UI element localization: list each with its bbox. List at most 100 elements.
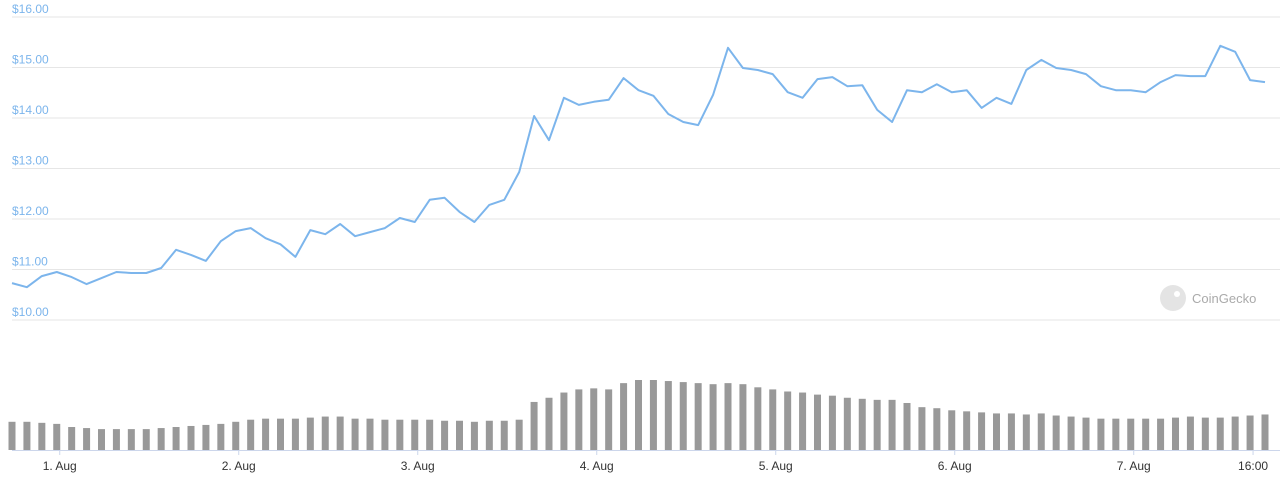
volume-bar [351, 418, 359, 450]
watermark-logo [1160, 285, 1186, 311]
x-tick-label: 3. Aug [401, 459, 435, 473]
volume-bar [381, 419, 389, 450]
volume-bar [858, 398, 866, 450]
y-tick-label: $10.00 [12, 305, 49, 319]
volume-bar [1022, 414, 1030, 450]
volume-bar [456, 420, 463, 450]
volume-bar [664, 381, 672, 450]
volume-bar [1127, 418, 1135, 450]
volume-bar [262, 418, 270, 450]
volume-bar [172, 427, 180, 450]
volume-bar [843, 397, 851, 450]
watermark: CoinGecko [1160, 285, 1256, 311]
volume-bar [441, 420, 449, 450]
volume-bar [1172, 417, 1179, 450]
volume-bar [560, 392, 568, 450]
volume-bar [605, 389, 613, 450]
volume-bar [679, 382, 687, 450]
volume-bar [828, 395, 836, 450]
volume-bar [202, 424, 210, 450]
volume-bar [306, 417, 314, 450]
volume-bar [217, 423, 225, 450]
volume-bar [68, 427, 76, 450]
price-line [11, 44, 1266, 289]
volume-bar [277, 418, 284, 450]
volume-bar [1216, 417, 1224, 450]
volume-bar [694, 383, 702, 450]
volume-bar [649, 380, 657, 450]
watermark-logo-eye [1174, 291, 1180, 297]
volume-bar [1007, 413, 1015, 450]
volume-bar [366, 418, 374, 450]
x-tick-label: 16:00 [1238, 459, 1268, 473]
volume-bar [291, 418, 299, 450]
volume-bar [1186, 416, 1194, 450]
volume-bar [127, 429, 135, 450]
volume-bar [8, 421, 16, 450]
volume-bar [1246, 415, 1254, 450]
x-tick-label: 2. Aug [222, 459, 256, 473]
volume-bar [1112, 418, 1120, 450]
volume-bar [83, 428, 91, 450]
y-tick-label: $15.00 [12, 53, 49, 67]
volume-bar [933, 408, 941, 450]
volume-bar [1201, 417, 1209, 450]
volume-bar [1052, 415, 1060, 450]
volume-bar [1037, 413, 1045, 450]
volume-bar [620, 383, 628, 450]
volume-bar [500, 420, 508, 450]
volume-bar [814, 394, 821, 450]
x-tick-label: 7. Aug [1117, 459, 1151, 473]
volume-bar [98, 429, 105, 450]
volume-bar [635, 380, 642, 450]
volume-bar [590, 388, 598, 450]
volume-bar [963, 411, 971, 450]
volume-bar [142, 429, 150, 450]
y-tick-label: $16.00 [12, 2, 49, 16]
volume-bar [978, 412, 986, 450]
price-panel: $10.00 $11.00 $12.00 $13.00 $14.00 $15.00 $16.… [11, 2, 1280, 321]
volume-bar [1097, 418, 1105, 450]
volume-bar [1231, 416, 1239, 450]
volume-bar [709, 384, 717, 450]
volume-bar [53, 423, 61, 450]
volume-bar [112, 429, 120, 450]
volume-bar [485, 420, 493, 450]
volume-bar [247, 419, 255, 450]
y-tick-label: $12.00 [12, 204, 49, 218]
volume-bar [336, 416, 344, 450]
volume-bar [426, 419, 434, 450]
volume-bar [1082, 417, 1090, 450]
volume-bar [232, 421, 240, 450]
volume-bar [575, 389, 583, 450]
volume-bar [530, 401, 538, 450]
volume-bar [903, 402, 911, 450]
volume-bar [545, 397, 553, 450]
x-tick-label: 4. Aug [580, 459, 614, 473]
volume-bar [873, 399, 881, 450]
volume-bar [411, 419, 419, 450]
y-tick-label: $13.00 [12, 154, 49, 168]
volume-bar [948, 410, 956, 450]
y-tick-label: $11.00 [12, 255, 48, 269]
x-tick-label: 1. Aug [43, 459, 77, 473]
volume-bar [1067, 416, 1075, 450]
volume-bar [724, 383, 732, 450]
x-tick-label: 6. Aug [938, 459, 972, 473]
volume-bar [918, 407, 926, 450]
volume-bar [38, 422, 46, 450]
volume-bar [1261, 414, 1269, 450]
volume-bar [799, 392, 807, 450]
volume-bar [784, 391, 792, 450]
volume-bar [157, 428, 165, 450]
volume-bar [1157, 418, 1165, 450]
volume-bar [470, 421, 478, 450]
volume-bar [754, 387, 762, 450]
volume-bar [321, 416, 329, 450]
volume-bar [1142, 418, 1150, 450]
volume-bar [993, 413, 1000, 450]
volume-bar [515, 419, 523, 450]
volume-bar [769, 389, 777, 450]
volume-bar [739, 384, 747, 450]
